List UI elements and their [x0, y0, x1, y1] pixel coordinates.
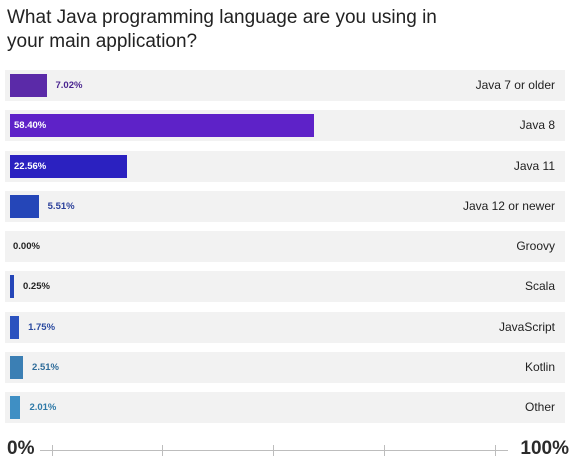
bar — [10, 114, 314, 138]
bar-row: 1.75% JavaScript — [5, 311, 565, 343]
bar — [10, 275, 14, 299]
bar-rows: 7.02% Java 7 or older 58.40% Java 8 22.56% Ja… — [5, 70, 565, 432]
bar-row: 0.00% Groovy — [5, 231, 565, 262]
bar-row: 2.51% Kotlin — [5, 351, 565, 383]
axis-tick — [495, 445, 496, 456]
axis-tick — [273, 445, 274, 456]
bar-value-label: 0.25% — [23, 281, 50, 293]
bar — [10, 315, 20, 339]
bar-row: 5.51% Java 12 or newer — [5, 190, 565, 222]
axis-line — [40, 450, 508, 451]
bar-row: 22.56% Java 11 — [5, 150, 565, 182]
bar-value-label: 58.40% — [14, 120, 47, 132]
bar-row: 58.40% Java 8 — [5, 110, 565, 142]
category-label: Other — [524, 400, 555, 414]
bar-value-label: 5.51% — [47, 200, 75, 212]
bar — [10, 396, 21, 419]
category-label: Groovy — [516, 239, 555, 253]
x-axis: 0% 100% — [0, 430, 574, 471]
bar-row: 7.02% Java 7 or older — [5, 70, 565, 101]
bar — [10, 74, 47, 97]
bar-value-label: 0.00% — [13, 241, 40, 252]
category-label: JavaScript — [498, 319, 555, 334]
axis-tick — [162, 445, 163, 456]
bar-value-label: 2.01% — [29, 402, 57, 413]
axis-max-label: 100% — [520, 438, 569, 459]
bar-row: 2.01% Other — [5, 392, 565, 423]
chart-title: What Java programming language are you u… — [7, 7, 437, 52]
bar-value-label: 22.56% — [14, 160, 47, 172]
axis-min-label: 0% — [7, 438, 35, 459]
bar-row: 0.25% Scala — [5, 271, 565, 303]
bar — [10, 194, 39, 218]
bar — [10, 355, 24, 379]
category-label: Kotlin — [524, 359, 555, 374]
category-label: Java 8 — [519, 118, 555, 133]
bar-value-label: 1.75% — [28, 321, 56, 333]
bar-value-label: 7.02% — [55, 80, 83, 91]
axis-tick — [52, 445, 53, 456]
bar-value-label: 2.51% — [32, 361, 59, 373]
category-label: Java 12 or newer — [462, 198, 555, 213]
category-label: Java 11 — [513, 158, 555, 173]
category-label: Java 7 or older — [475, 78, 555, 92]
category-label: Scala — [524, 279, 555, 294]
axis-tick — [384, 445, 385, 456]
bar — [10, 154, 128, 178]
